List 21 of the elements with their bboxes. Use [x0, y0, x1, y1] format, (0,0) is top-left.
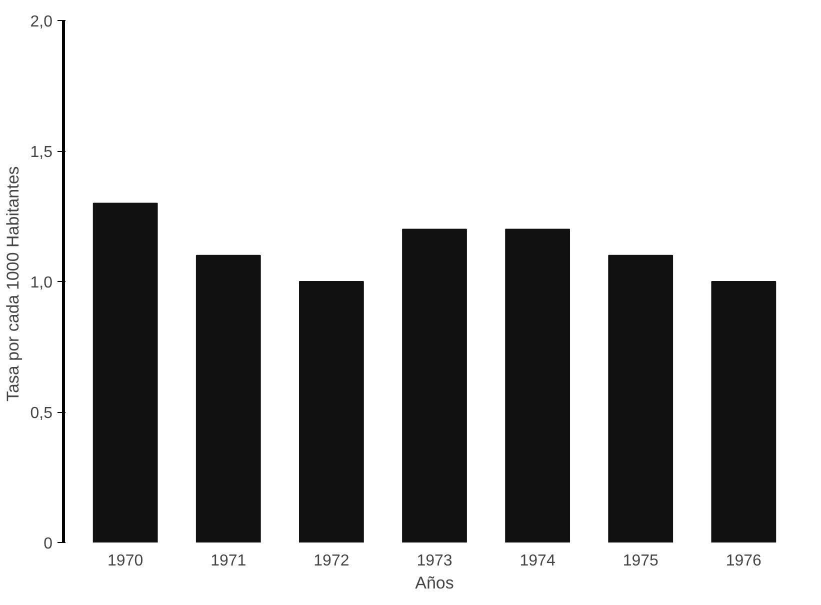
x-tick-label: 1972	[314, 552, 350, 570]
bar	[608, 254, 674, 542]
y-tick-label: 2,0	[30, 14, 53, 30]
x-axis-title: Años	[415, 574, 454, 592]
bar	[402, 228, 467, 542]
y-tick-label: 0	[44, 536, 53, 552]
x-tick-label: 1976	[726, 552, 762, 570]
x-tick-label: 1975	[622, 552, 659, 570]
y-tick-label: 0,5	[30, 405, 53, 422]
bar	[92, 202, 158, 542]
y-axis-title: Tasa por cada 1000 Habitantes	[3, 166, 22, 402]
y-tick-label: 1,5	[30, 144, 53, 161]
bar	[711, 281, 776, 542]
x-tick-label: 1974	[520, 552, 556, 570]
y-tick-label: 1,0	[30, 274, 53, 292]
x-tick-label: 1970	[108, 552, 144, 570]
x-tick-label: 1971	[210, 552, 246, 570]
bar	[298, 281, 364, 542]
x-tick-label: 1973	[416, 552, 452, 570]
bar	[196, 254, 261, 542]
bar	[505, 228, 570, 542]
